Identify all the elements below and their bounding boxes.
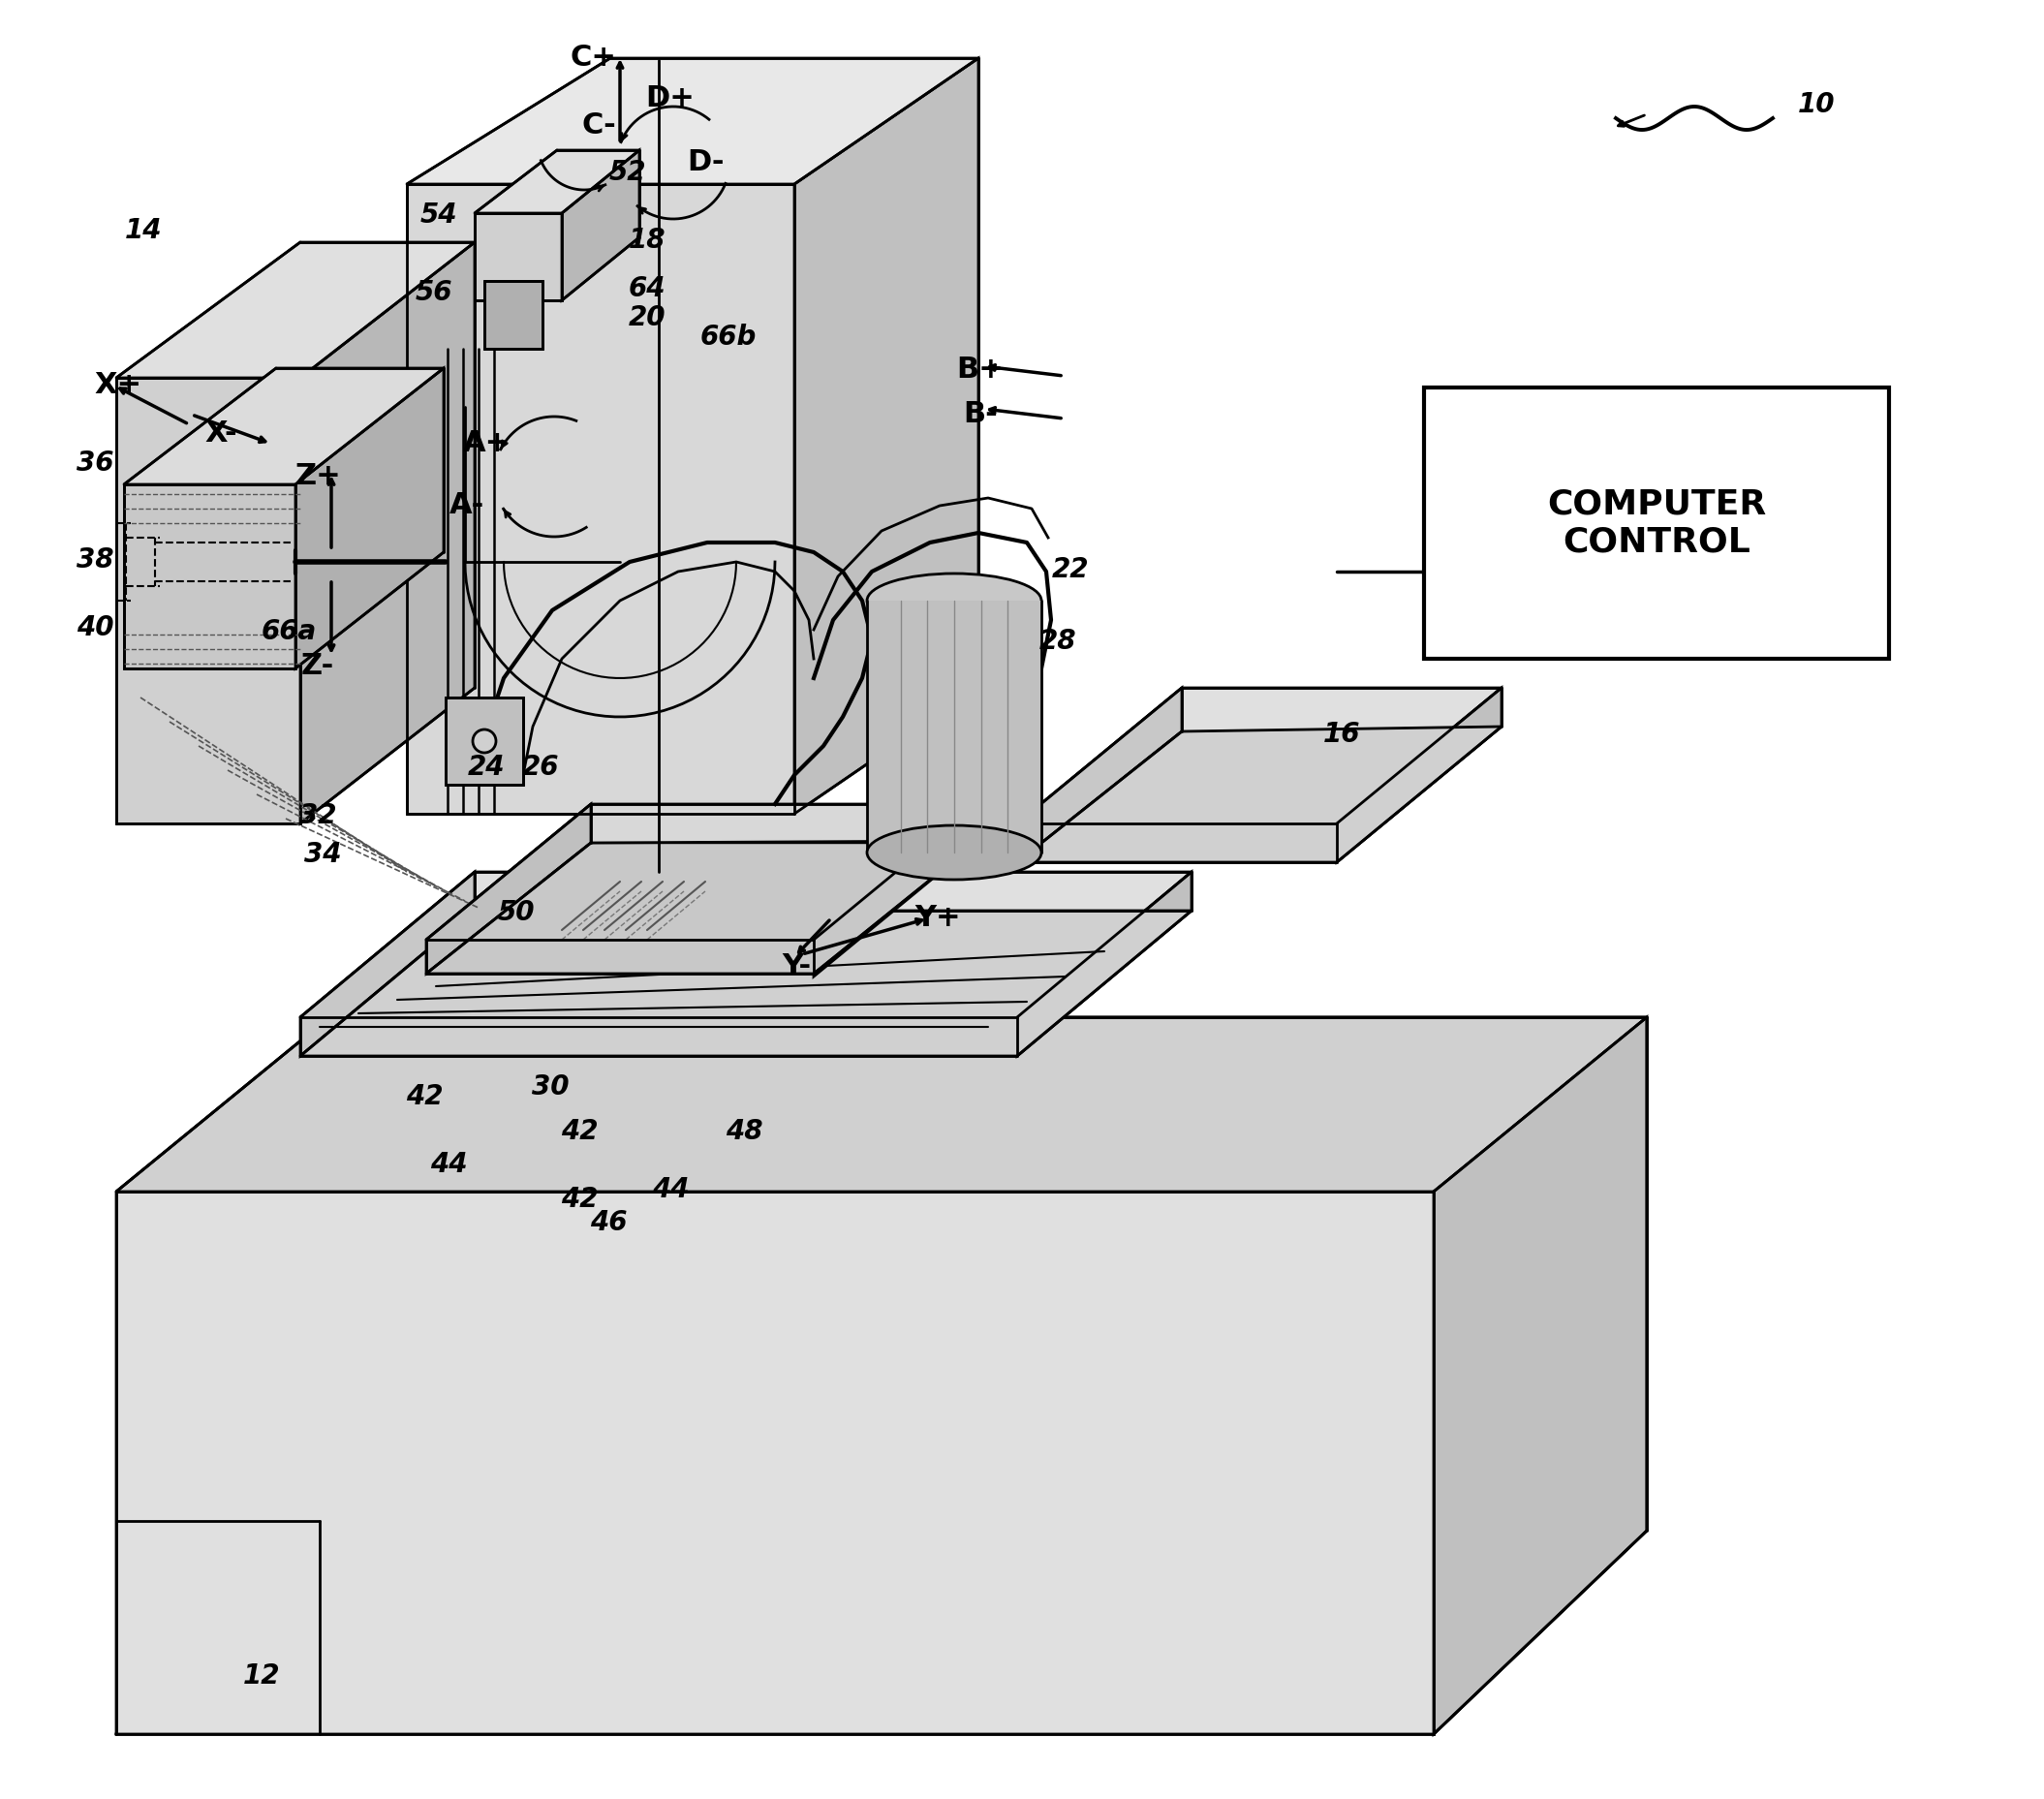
Text: 28: 28 bbox=[1038, 628, 1077, 655]
Text: B+: B+ bbox=[957, 356, 1004, 385]
Text: 42: 42 bbox=[560, 1117, 599, 1146]
Text: 32: 32 bbox=[298, 802, 337, 829]
Polygon shape bbox=[407, 183, 795, 813]
Polygon shape bbox=[300, 873, 1192, 1016]
Polygon shape bbox=[474, 212, 562, 300]
Polygon shape bbox=[1018, 687, 1181, 862]
Text: A-: A- bbox=[450, 491, 484, 520]
Polygon shape bbox=[1433, 1016, 1647, 1734]
Polygon shape bbox=[407, 58, 979, 183]
Text: 46: 46 bbox=[591, 1209, 628, 1236]
Polygon shape bbox=[117, 1016, 1647, 1191]
Text: 52: 52 bbox=[609, 158, 646, 185]
Text: B-: B- bbox=[963, 401, 997, 428]
Text: COMPUTER
CONTROL: COMPUTER CONTROL bbox=[1547, 488, 1766, 559]
Text: 30: 30 bbox=[531, 1074, 568, 1101]
Polygon shape bbox=[484, 281, 542, 349]
Text: Y-: Y- bbox=[781, 953, 811, 980]
Polygon shape bbox=[446, 698, 523, 784]
Polygon shape bbox=[1337, 687, 1502, 862]
Text: 42: 42 bbox=[405, 1083, 444, 1110]
Text: X-: X- bbox=[204, 419, 237, 448]
Polygon shape bbox=[117, 378, 300, 824]
Text: 64: 64 bbox=[628, 275, 666, 302]
Text: Z+: Z+ bbox=[294, 462, 341, 491]
Text: 40: 40 bbox=[76, 613, 114, 640]
Text: A+: A+ bbox=[462, 430, 511, 457]
Text: 66b: 66b bbox=[701, 324, 756, 351]
Text: 44: 44 bbox=[652, 1177, 689, 1204]
Polygon shape bbox=[125, 484, 296, 669]
Text: 66a: 66a bbox=[262, 619, 317, 646]
Polygon shape bbox=[125, 369, 444, 484]
Text: 34: 34 bbox=[305, 840, 341, 867]
Text: 14: 14 bbox=[125, 218, 161, 245]
Text: 38: 38 bbox=[76, 547, 114, 574]
Ellipse shape bbox=[472, 729, 497, 752]
Polygon shape bbox=[296, 369, 444, 669]
Polygon shape bbox=[117, 243, 474, 378]
Text: 20: 20 bbox=[628, 304, 666, 331]
Text: 22: 22 bbox=[1053, 556, 1089, 583]
Polygon shape bbox=[427, 804, 591, 973]
Text: C+: C+ bbox=[570, 45, 615, 72]
Polygon shape bbox=[300, 243, 474, 824]
Text: Y+: Y+ bbox=[914, 905, 961, 932]
Polygon shape bbox=[795, 58, 979, 813]
Text: 56: 56 bbox=[415, 279, 452, 306]
Text: 12: 12 bbox=[243, 1662, 280, 1689]
FancyBboxPatch shape bbox=[1425, 387, 1889, 658]
Text: 54: 54 bbox=[421, 201, 458, 228]
Polygon shape bbox=[300, 873, 474, 1056]
Polygon shape bbox=[300, 910, 1192, 1056]
Polygon shape bbox=[1018, 873, 1192, 1056]
Text: 36: 36 bbox=[76, 450, 114, 477]
Polygon shape bbox=[117, 1191, 1433, 1734]
Text: 26: 26 bbox=[521, 754, 560, 781]
Ellipse shape bbox=[867, 574, 1040, 628]
Text: D-: D- bbox=[687, 149, 724, 176]
Text: C-: C- bbox=[580, 112, 615, 140]
Text: Z-: Z- bbox=[300, 653, 335, 680]
Polygon shape bbox=[474, 149, 640, 212]
Text: D+: D+ bbox=[646, 85, 695, 113]
Text: 16: 16 bbox=[1322, 721, 1361, 748]
Text: X+: X+ bbox=[94, 372, 141, 399]
Polygon shape bbox=[427, 840, 979, 973]
Polygon shape bbox=[427, 804, 979, 939]
Text: 50: 50 bbox=[497, 900, 536, 926]
Text: 10: 10 bbox=[1799, 92, 1836, 119]
Polygon shape bbox=[1018, 727, 1502, 862]
Ellipse shape bbox=[867, 826, 1040, 880]
Polygon shape bbox=[814, 804, 979, 977]
Text: 42: 42 bbox=[560, 1186, 599, 1213]
Text: 24: 24 bbox=[468, 754, 505, 781]
Text: 48: 48 bbox=[726, 1117, 762, 1146]
Text: 44: 44 bbox=[429, 1151, 468, 1178]
Polygon shape bbox=[562, 149, 640, 300]
Polygon shape bbox=[1018, 687, 1502, 824]
Polygon shape bbox=[867, 601, 1040, 853]
Text: 18: 18 bbox=[628, 227, 666, 254]
